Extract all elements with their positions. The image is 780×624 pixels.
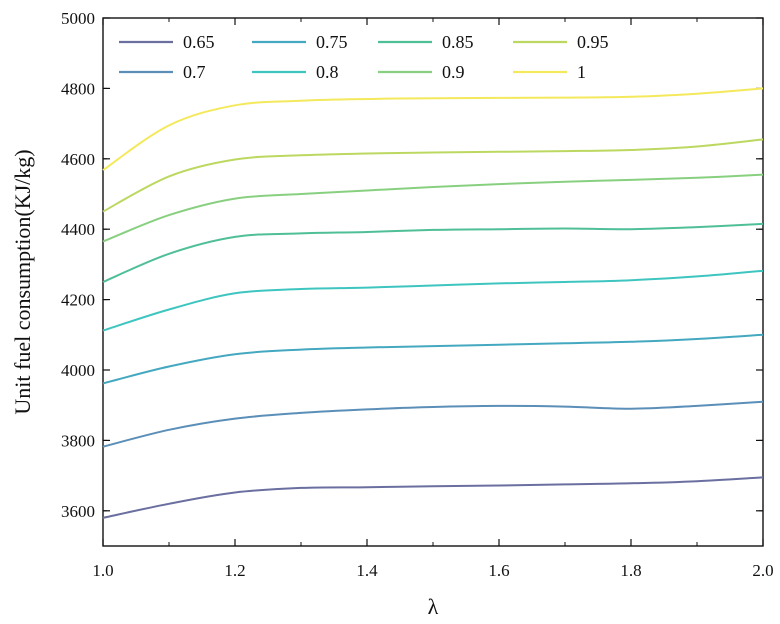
y-tick-label: 4600 xyxy=(61,150,95,169)
series-line-0.95 xyxy=(102,138,764,213)
x-tick-label: 1.6 xyxy=(488,561,509,580)
y-tick-label: 3800 xyxy=(61,431,95,450)
series-line-0.85 xyxy=(102,222,764,283)
x-axis-title: λ xyxy=(428,594,439,619)
series-line-0.8 xyxy=(102,269,764,332)
x-tick-label: 1.4 xyxy=(356,561,378,580)
legend-label-0.7: 0.7 xyxy=(183,62,206,82)
legend-label-1: 1 xyxy=(577,62,586,82)
x-tick-label: 1.2 xyxy=(224,561,245,580)
series-layer xyxy=(102,87,764,519)
axes: 1.0 1.2 1.4 1.6 1.8 2.0 3600 3800 4000 4200 4400 46… xyxy=(61,9,774,580)
x-tick-label: 1.8 xyxy=(620,561,641,580)
y-tick-label: 5000 xyxy=(61,9,95,28)
y-tick-label: 4800 xyxy=(61,79,95,98)
series-line-0.7 xyxy=(102,400,764,448)
legend-label-0.8: 0.8 xyxy=(316,62,339,82)
plot-frame xyxy=(102,17,764,547)
y-tick-label: 4200 xyxy=(61,291,95,310)
y-tick-label: 4000 xyxy=(61,361,95,380)
y-tick-label: 4400 xyxy=(61,220,95,239)
x-tick-label: 2.0 xyxy=(752,561,773,580)
y-axis-title: Unit fuel consumption(KJ/kg) xyxy=(10,149,35,414)
series-line-0.75 xyxy=(102,333,764,385)
legend: 0.65 0.7 0.75 0.8 0.85 0.9 0.95 1 xyxy=(119,32,609,82)
legend-label-0.65: 0.65 xyxy=(183,32,215,52)
y-tick-label: 3600 xyxy=(61,502,95,521)
legend-label-0.95: 0.95 xyxy=(577,32,609,52)
legend-label-0.85: 0.85 xyxy=(442,32,474,52)
legend-label-0.75: 0.75 xyxy=(316,32,348,52)
legend-label-0.9: 0.9 xyxy=(442,62,465,82)
series-line-0.65 xyxy=(102,476,764,519)
x-tick-label: 1.0 xyxy=(92,561,113,580)
series-line-1 xyxy=(102,87,764,171)
series-line-0.9 xyxy=(102,173,764,243)
